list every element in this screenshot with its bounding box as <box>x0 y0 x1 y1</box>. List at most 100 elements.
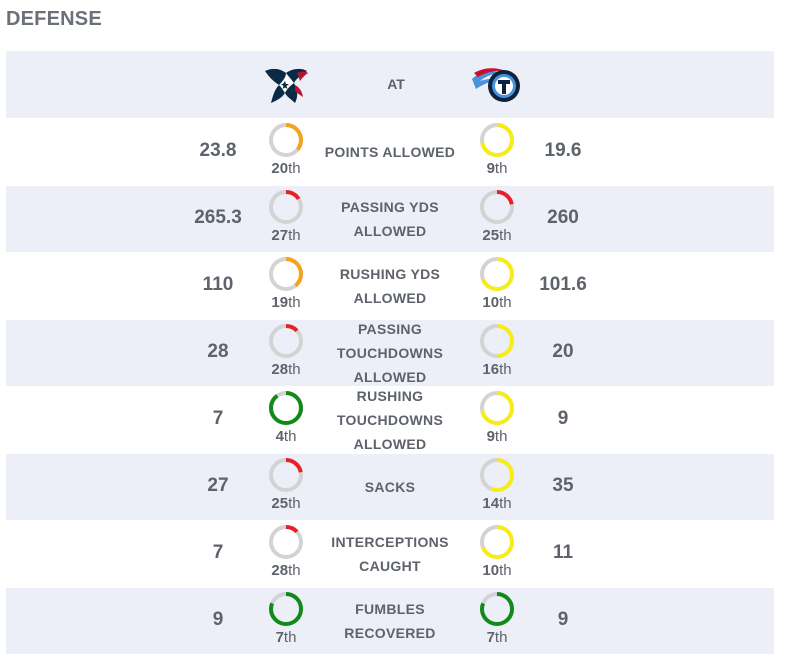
away-rank: 4th <box>256 427 316 447</box>
rank-number: 7 <box>275 629 284 646</box>
ring-fill <box>480 324 514 358</box>
home-rank-ring <box>478 188 516 226</box>
stat-row: 110 19th 101.6 10th RUSHING YDS ALLOWED <box>6 253 774 319</box>
stat-label-text: RUSHING YDS ALLOWED <box>339 266 441 306</box>
home-stat-value: 11 <box>552 542 574 563</box>
ring-fill <box>480 525 514 559</box>
rank-suffix: th <box>499 227 512 244</box>
away-rank-ring <box>267 590 305 628</box>
rank-number: 4 <box>275 428 284 445</box>
ring-fill <box>480 458 514 492</box>
rank-suffix: th <box>499 361 512 378</box>
away-rank-ring <box>267 255 305 293</box>
ring-fill <box>480 257 514 291</box>
home-rank: 10th <box>467 561 527 581</box>
rank-number: 10 <box>482 562 500 579</box>
stat-label: FUMBLES RECOVERED <box>321 588 459 654</box>
ring-fill <box>269 190 303 224</box>
stat-label: POINTS ALLOWED <box>321 119 459 185</box>
ring-fill <box>269 391 303 425</box>
stat-row: 9 7th 9 7th FUMBLES RECOVERED <box>6 588 774 654</box>
matchup-header: AT <box>6 51 774 118</box>
stat-label: RUSHING YDS ALLOWED <box>321 253 459 319</box>
rank-suffix: th <box>499 495 512 512</box>
away-rank: 19th <box>256 293 316 313</box>
away-rank-ring <box>267 121 305 159</box>
rank-suffix: th <box>288 294 301 311</box>
houston-texans-logo-icon[interactable] <box>259 59 311 109</box>
away-stat-value: 9 <box>212 609 224 630</box>
home-stat-value: 20 <box>552 341 574 362</box>
rank-suffix: th <box>283 428 297 445</box>
section-title: DEFENSE <box>6 8 102 30</box>
rank-number: 20 <box>271 160 289 177</box>
stat-row: 265.3 27th 260 25th PASSING YDS ALLOWED <box>6 186 774 252</box>
stat-row: 7 4th 9 9th RUSHING TOUCHDOWNS ALLOWED <box>6 387 774 453</box>
home-rank-ring <box>478 523 516 561</box>
home-stat-value: 260 <box>547 207 579 228</box>
away-stat-value: 110 <box>202 274 234 295</box>
home-stat-value: 35 <box>552 475 574 496</box>
rank-suffix: th <box>288 562 301 579</box>
ring-fill <box>269 257 303 291</box>
rank-suffix: th <box>288 160 301 177</box>
away-rank: 28th <box>256 360 316 380</box>
home-rank-ring <box>478 322 516 360</box>
home-rank: 25th <box>467 226 527 246</box>
rank-suffix: th <box>283 629 297 646</box>
away-rank: 27th <box>256 226 316 246</box>
rank-number: 27 <box>271 227 289 244</box>
stat-label: SACKS <box>321 454 459 520</box>
away-rank: 7th <box>256 628 316 648</box>
rank-suffix: th <box>494 629 508 646</box>
away-rank: 20th <box>256 159 316 179</box>
rank-number: 28 <box>271 562 289 579</box>
rank-suffix: th <box>494 428 508 445</box>
rank-number: 14 <box>482 495 500 512</box>
away-stat-value: 265.3 <box>194 207 242 228</box>
ring-fill <box>480 190 514 224</box>
away-rank-ring <box>267 456 305 494</box>
away-stat-value: 23.8 <box>199 140 237 161</box>
away-stat-value: 7 <box>212 408 224 429</box>
stat-row: 27 25th 35 14th SACKS <box>6 454 774 520</box>
home-rank: 10th <box>467 293 527 313</box>
tennessee-titans-logo-icon[interactable] <box>470 59 522 109</box>
stat-label: INTERCEPTIONS CAUGHT <box>321 521 459 587</box>
ring-fill <box>269 458 303 492</box>
home-rank-ring <box>478 389 516 427</box>
away-rank-ring <box>267 523 305 561</box>
home-rank: 7th <box>467 628 527 648</box>
rank-number: 9 <box>486 428 495 445</box>
home-rank-ring <box>478 255 516 293</box>
home-rank: 16th <box>467 360 527 380</box>
away-stat-value: 7 <box>212 542 224 563</box>
stat-label-text: RUSHING TOUCHDOWNS ALLOWED <box>336 388 444 452</box>
rank-suffix: th <box>499 294 512 311</box>
stat-label: RUSHING TOUCHDOWNS ALLOWED <box>321 387 459 453</box>
away-rank: 28th <box>256 561 316 581</box>
ring-fill <box>269 123 303 157</box>
away-stat-value: 28 <box>207 341 229 362</box>
ring-fill <box>269 592 303 626</box>
stat-row: 7 28th 11 10th INTERCEPTIONS CAUGHT <box>6 521 774 587</box>
rank-suffix: th <box>494 160 508 177</box>
rank-number: 16 <box>482 361 500 378</box>
stat-label: PASSING TOUCHDOWNS ALLOWED <box>321 320 459 386</box>
stat-label-text: POINTS ALLOWED <box>324 144 456 160</box>
ring-fill <box>269 525 303 559</box>
ring-fill <box>269 324 303 358</box>
rank-number: 9 <box>486 160 495 177</box>
stat-label-text: FUMBLES RECOVERED <box>344 601 436 641</box>
stat-row: 23.8 20th 19.6 9th POINTS ALLOWED <box>6 119 774 185</box>
home-rank: 9th <box>467 159 527 179</box>
rank-number: 28 <box>271 361 289 378</box>
away-rank-ring <box>267 188 305 226</box>
ring-fill <box>480 123 514 157</box>
stat-label-text: PASSING YDS ALLOWED <box>341 199 439 239</box>
home-rank-ring <box>478 121 516 159</box>
stat-label-text: PASSING TOUCHDOWNS ALLOWED <box>336 321 444 385</box>
rank-number: 25 <box>271 495 289 512</box>
ring-fill <box>480 391 514 425</box>
away-rank-ring <box>267 389 305 427</box>
